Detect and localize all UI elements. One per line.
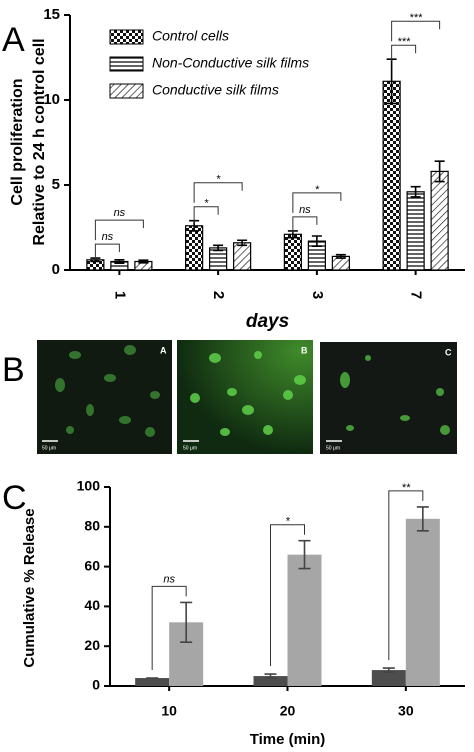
error-bar — [416, 506, 429, 532]
x-tick-label: 30 — [398, 703, 414, 719]
significance-bracket — [292, 216, 318, 233]
y-tick-label: 60 — [84, 557, 100, 573]
significance-label: *** — [409, 12, 423, 24]
significance-bracket — [193, 182, 243, 203]
image-background — [320, 342, 457, 454]
y-tick-label: 0 — [52, 261, 60, 278]
significance-bracket — [388, 490, 424, 661]
scale-label: 50 μm — [42, 445, 56, 451]
y-tick-label: 0 — [92, 677, 100, 693]
x-tick-label: 7 — [408, 291, 425, 299]
bar — [283, 233, 302, 271]
error-bar — [335, 253, 346, 259]
x-axis-label: days — [246, 311, 289, 332]
x-tick-label: 2 — [210, 291, 227, 299]
error-bar — [114, 259, 125, 264]
y-tick-label: 5 — [52, 176, 60, 193]
scale-label: 50 μm — [183, 445, 197, 451]
bar — [185, 225, 204, 271]
image-label: B — [301, 345, 308, 355]
bar — [382, 80, 401, 271]
bar — [405, 518, 440, 686]
legend-swatch — [109, 56, 144, 72]
error-bar — [311, 235, 322, 247]
micrograph: C 50 μm — [320, 342, 457, 454]
significance-bracket — [391, 20, 441, 42]
error-bar — [434, 160, 445, 183]
bar — [253, 676, 288, 686]
cells — [190, 351, 306, 436]
error-bar — [180, 601, 193, 644]
x-tick-label: 3 — [309, 291, 326, 299]
y-axis-label: Relative to 24 h control cell — [31, 38, 48, 245]
y-tick-label: 15 — [43, 6, 60, 23]
micrograph: A 50 μm — [37, 340, 172, 454]
error-bar — [264, 673, 277, 679]
y-axis-label: Cell proliferation — [9, 78, 26, 205]
x-axis-label: Time (min) — [250, 731, 326, 748]
error-bar — [138, 259, 149, 264]
panel-letter: C — [2, 479, 27, 517]
legend-label: Control cells — [152, 28, 229, 44]
significance-bracket — [391, 44, 417, 62]
significance-label: * — [285, 516, 290, 528]
x-tick-label: 1 — [111, 291, 128, 299]
legend-label: Conductive silk films — [152, 82, 279, 98]
significance-label: ns — [163, 573, 175, 585]
panel-letter: A — [2, 21, 25, 59]
error-bar — [410, 185, 421, 198]
significance-bracket — [193, 206, 219, 223]
significance-bracket — [151, 585, 187, 671]
y-tick-label: 80 — [84, 518, 100, 534]
y-tick-label: 100 — [77, 478, 101, 494]
cells — [55, 345, 160, 437]
legend-swatch — [109, 29, 144, 45]
significance-label: ns — [102, 231, 114, 243]
error-bar — [382, 667, 395, 673]
bar — [287, 554, 322, 686]
significance-label: * — [216, 174, 221, 186]
significance-label: * — [204, 198, 209, 210]
bar — [430, 170, 449, 271]
error-bar — [237, 239, 248, 247]
micrograph: B 50 μm — [177, 340, 313, 454]
panel-letter: B — [2, 351, 25, 389]
bar — [406, 191, 425, 271]
x-tick-label: 10 — [161, 703, 177, 719]
significance-label: * — [315, 184, 320, 196]
significance-label: ns — [299, 204, 311, 216]
bar — [135, 678, 170, 686]
image-label: A — [160, 345, 167, 355]
x-tick-label: 20 — [280, 703, 296, 719]
bar — [233, 242, 252, 271]
scale-label: 50 μm — [326, 445, 340, 451]
error-bar — [213, 244, 224, 252]
legend-swatch — [109, 83, 144, 99]
significance-bracket — [94, 219, 144, 241]
y-tick-label: 10 — [43, 91, 60, 108]
y-tick-label: 40 — [84, 597, 100, 613]
cells — [340, 355, 450, 435]
significance-label: ** — [402, 482, 411, 494]
significance-bracket — [94, 243, 120, 261]
error-bar — [298, 539, 311, 570]
significance-label: *** — [397, 36, 411, 48]
significance-label: ns — [114, 207, 126, 219]
bar — [371, 670, 406, 686]
legend-label: Non-Conductive silk films — [152, 55, 309, 71]
y-axis-label: Cumulative % Release — [21, 508, 38, 667]
significance-bracket — [292, 192, 342, 213]
significance-bracket — [270, 524, 305, 667]
y-tick-label: 20 — [84, 637, 100, 653]
image-label: C — [445, 347, 452, 357]
